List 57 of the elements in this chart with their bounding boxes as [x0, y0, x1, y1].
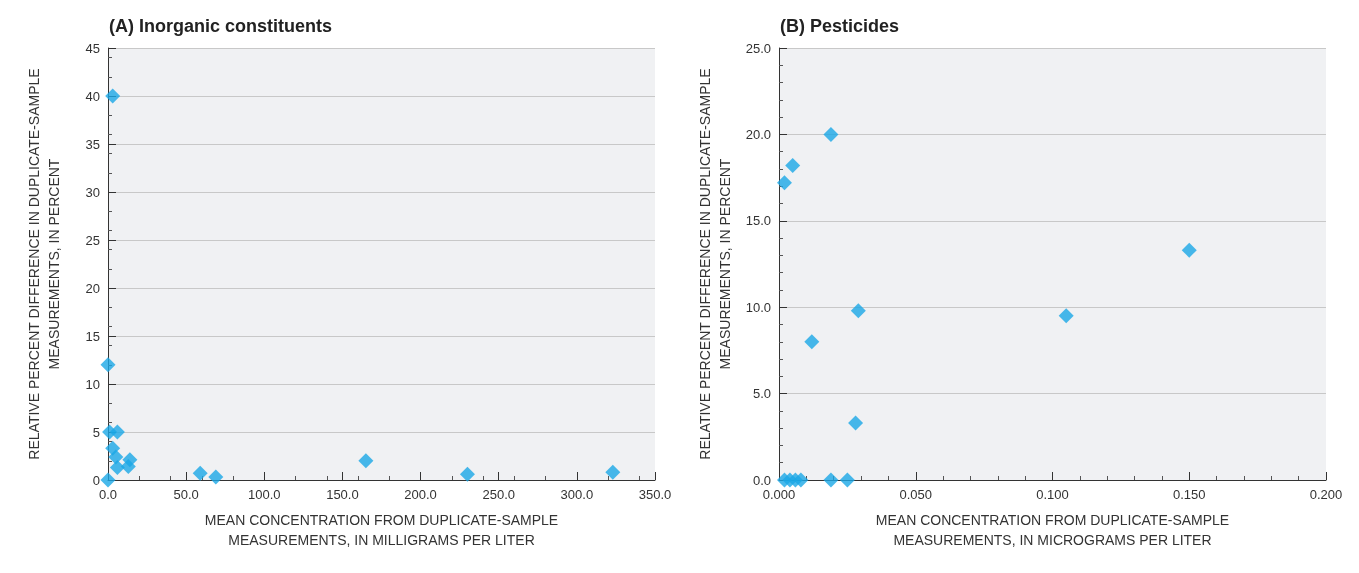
x-tick-label: 150.0	[326, 487, 359, 502]
x-tick-label: 200.0	[404, 487, 437, 502]
point	[793, 472, 809, 488]
y-tick-label: 10.0	[745, 299, 771, 315]
y-tick-label: 45	[85, 40, 100, 56]
x-tick-label: 350.0	[638, 487, 672, 502]
y-tick-label: 15	[85, 328, 100, 344]
x-tick-label: 0.000	[762, 487, 796, 502]
x-tick-label: 0.200	[1309, 487, 1343, 502]
y-tick-label: 25	[85, 232, 100, 248]
point	[823, 126, 839, 142]
point	[848, 415, 864, 431]
point	[120, 459, 136, 475]
point	[109, 424, 125, 440]
y-tick-label: 0	[92, 472, 100, 488]
y-tick-label: 40	[85, 88, 100, 104]
x-tick-label: 0.050	[899, 487, 933, 502]
point	[358, 453, 374, 469]
point	[208, 469, 224, 485]
point	[192, 465, 208, 481]
point	[109, 460, 125, 476]
chart-title: (B) Pesticides	[780, 16, 900, 36]
x-tick-label: 0.150	[1172, 487, 1206, 502]
y-axis-title: RELATIVE PERCENT DIFFERENCE IN DUPLICATE-SAMPLE MEASUREMENTS, IN PERCENT	[696, 68, 733, 460]
y-tick-label: 10	[85, 376, 100, 392]
point	[804, 334, 820, 350]
y-tick-label: 30	[85, 184, 100, 200]
x-axis-title: MEAN CONCENTRATION FROM DUPLICATE-SAMPLE MEASUREMENTS, IN MILLIGRAMS PER LITER	[204, 512, 559, 548]
point	[850, 303, 866, 319]
point	[785, 158, 801, 173]
point	[459, 466, 475, 482]
point	[823, 472, 839, 488]
point	[839, 472, 855, 488]
point	[1181, 242, 1197, 258]
y-tick-label: 0.0	[752, 472, 771, 488]
y-tick-label: 5.0	[752, 386, 771, 402]
x-axis-title: MEAN CONCENTRATION FROM DUPLICATE-SAMPLE MEASUREMENTS, IN MICROGRAMS PER LITER	[875, 512, 1230, 548]
y-tick-label: 35	[85, 136, 100, 152]
y-tick-label: 20	[85, 280, 100, 296]
point	[605, 464, 621, 480]
point	[105, 88, 121, 104]
point	[100, 472, 116, 488]
point	[1058, 308, 1074, 324]
y-axis-title: RELATIVE PERCENT DIFFERENCE IN DUPLICATE-SAMPLE MEASUREMENTS, IN PERCENT	[26, 68, 62, 460]
x-tick-label: 300.0	[560, 487, 594, 502]
y-tick-label: 15.0	[745, 213, 771, 229]
point	[100, 357, 116, 373]
x-tick-label: 0.100	[1036, 487, 1069, 502]
point	[108, 449, 124, 465]
x-tick-label: 50.0	[173, 487, 199, 502]
point	[776, 175, 792, 191]
x-tick-label: 100.0	[248, 487, 281, 502]
chart-title: (A) Inorganic constituents	[109, 16, 333, 36]
y-tick-label: 5	[92, 424, 100, 440]
y-tick-label: 25.0	[745, 40, 771, 56]
y-tick-label: 20.0	[745, 126, 771, 142]
x-tick-label: 250.0	[482, 487, 515, 502]
